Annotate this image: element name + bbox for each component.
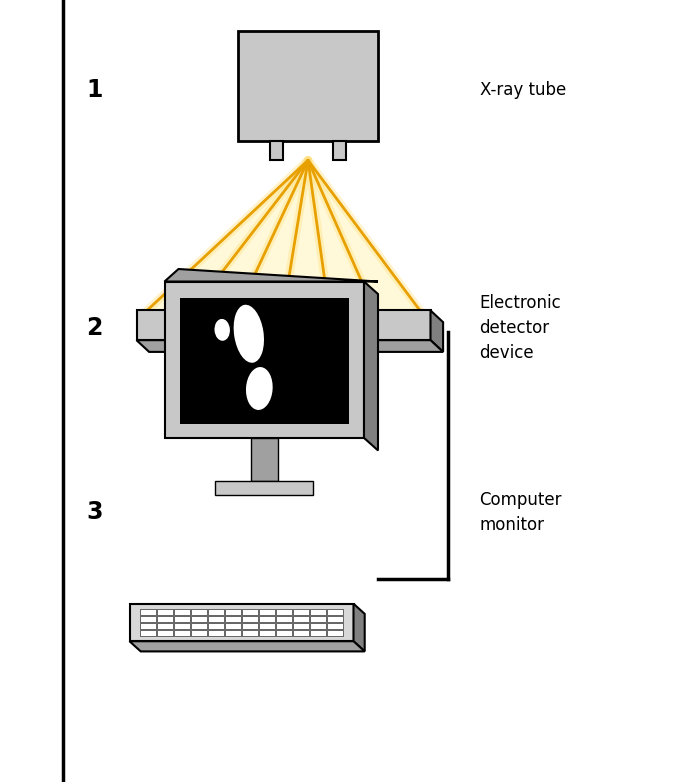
Bar [140,616,155,622]
Bar [276,623,292,629]
Bar [140,623,155,629]
Bar [310,609,326,615]
Bar [293,623,309,629]
Bar [174,623,190,629]
Text: 2: 2 [86,317,103,340]
Bar [293,616,309,622]
Bar [310,616,326,622]
Bar [242,616,258,622]
Bar [191,616,206,622]
Text: 3: 3 [86,500,103,524]
Bar [328,616,343,622]
Bar [191,609,206,615]
Bar [270,141,283,160]
Bar [310,623,326,629]
Bar [276,609,292,615]
Polygon shape [364,282,378,450]
Text: Electronic
detector
device: Electronic detector device [480,295,561,362]
Bar [215,481,314,495]
Bar [259,609,275,615]
Bar [293,609,309,615]
Bar [310,630,326,636]
Bar [157,609,173,615]
Polygon shape [430,310,443,352]
Bar [242,609,258,615]
Bar [157,616,173,622]
Bar [259,623,275,629]
Polygon shape [130,641,365,651]
Bar [242,630,258,636]
Polygon shape [147,160,420,310]
Bar [191,623,206,629]
Bar [328,609,343,615]
Bar [208,616,224,622]
Bar [191,630,206,636]
Text: 1: 1 [86,78,103,102]
Bar [208,623,224,629]
Bar [293,630,309,636]
Bar [164,282,364,438]
Bar [174,609,190,615]
Ellipse shape [246,367,273,410]
Bar [157,623,173,629]
Polygon shape [164,269,378,282]
Bar [259,630,275,636]
Bar [251,438,277,481]
Bar [276,616,292,622]
Ellipse shape [234,305,264,363]
Bar [140,630,155,636]
Text: Computer
monitor: Computer monitor [480,491,562,533]
Bar [259,616,275,622]
Bar [225,623,241,629]
Bar [208,630,224,636]
Bar [225,609,241,615]
Bar [328,623,343,629]
Bar [157,630,173,636]
Bar [242,623,258,629]
Bar [136,310,430,340]
Bar [174,630,190,636]
Ellipse shape [214,319,230,341]
Polygon shape [354,604,365,651]
Bar [130,604,354,641]
Bar [276,630,292,636]
Bar [208,609,224,615]
Bar [140,609,155,615]
Text: X-ray tube: X-ray tube [480,81,566,99]
Bar [225,630,241,636]
Bar [174,616,190,622]
Bar [328,630,343,636]
Bar [225,616,241,622]
Polygon shape [136,340,443,352]
Bar [180,299,349,424]
Bar [238,31,378,141]
Bar [333,141,346,160]
